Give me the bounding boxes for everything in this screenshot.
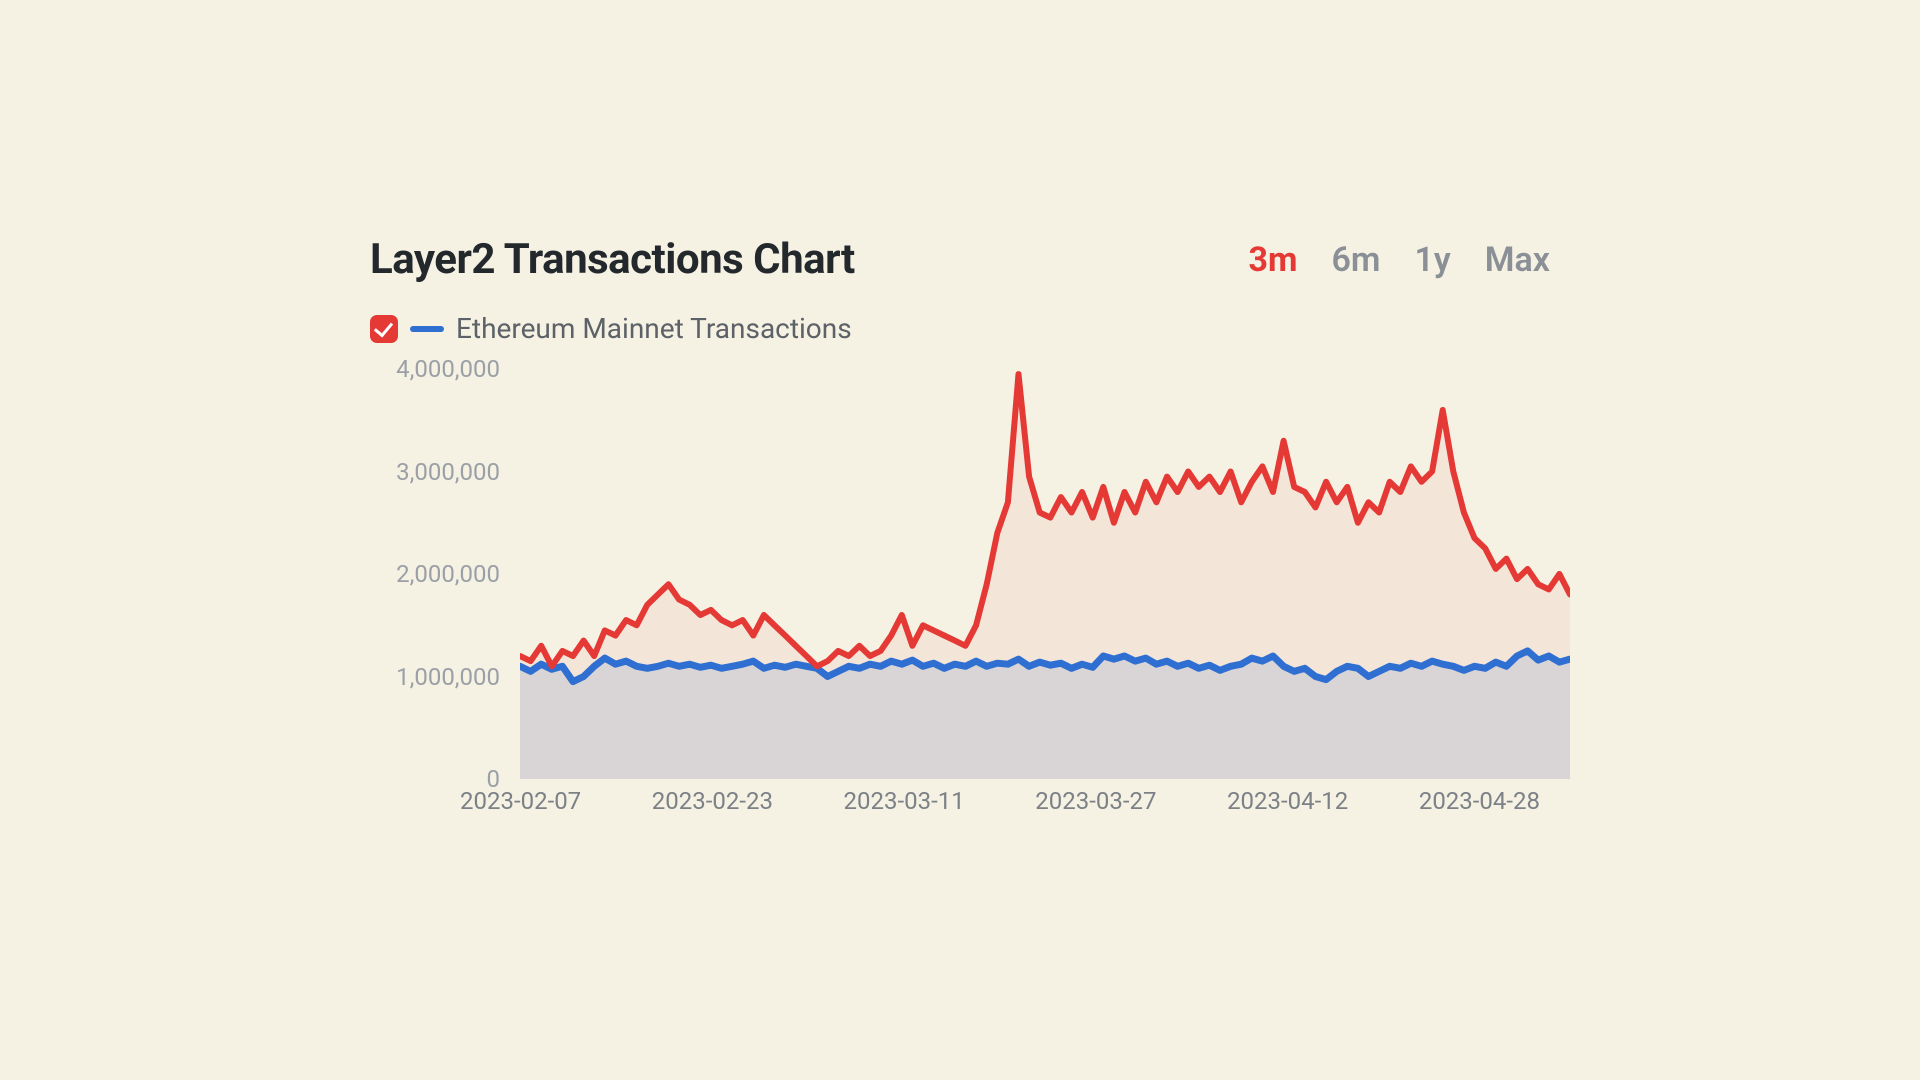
legend-color-swatch	[410, 326, 444, 332]
range-3m[interactable]: 3m	[1249, 240, 1298, 280]
x-tick-label: 2023-04-28	[1419, 787, 1540, 815]
chart-title: Layer2 Transactions Chart	[370, 235, 855, 284]
y-tick-label: 1,000,000	[396, 663, 500, 691]
time-range-selector: 3m 6m 1y Max	[1249, 240, 1550, 280]
x-tick-label: 2023-03-27	[1035, 787, 1156, 815]
x-tick-label: 2023-02-07	[460, 787, 581, 815]
chart-svg	[520, 369, 1570, 779]
x-tick-label: 2023-04-12	[1227, 787, 1348, 815]
legend-label: Ethereum Mainnet Transactions	[456, 312, 852, 345]
x-axis-labels: 2023-02-07 2023-02-23 2023-03-11 2023-03-27…	[450, 787, 1550, 815]
range-max[interactable]: Max	[1485, 240, 1550, 280]
y-tick-label: 2,000,000	[396, 560, 500, 588]
legend-checkbox-icon[interactable]	[370, 315, 398, 343]
range-1y[interactable]: 1y	[1414, 240, 1450, 280]
x-tick-label: 2023-03-11	[844, 787, 965, 815]
chart-card: Layer2 Transactions Chart 3m 6m 1y Max E…	[240, 135, 1680, 945]
x-tick-label: 2023-02-23	[652, 787, 773, 815]
chart-legend: Ethereum Mainnet Transactions	[370, 312, 1550, 345]
y-axis-labels: 01,000,0002,000,0003,000,0004,000,000	[370, 369, 500, 779]
series-fill-layer2	[520, 374, 1570, 779]
chart-header: Layer2 Transactions Chart 3m 6m 1y Max	[370, 235, 1550, 284]
chart-plot-area: 01,000,0002,000,0003,000,0004,000,000 20…	[370, 369, 1550, 849]
y-tick-label: 3,000,000	[396, 458, 500, 486]
y-tick-label: 4,000,000	[396, 355, 500, 383]
range-6m[interactable]: 6m	[1332, 240, 1381, 280]
